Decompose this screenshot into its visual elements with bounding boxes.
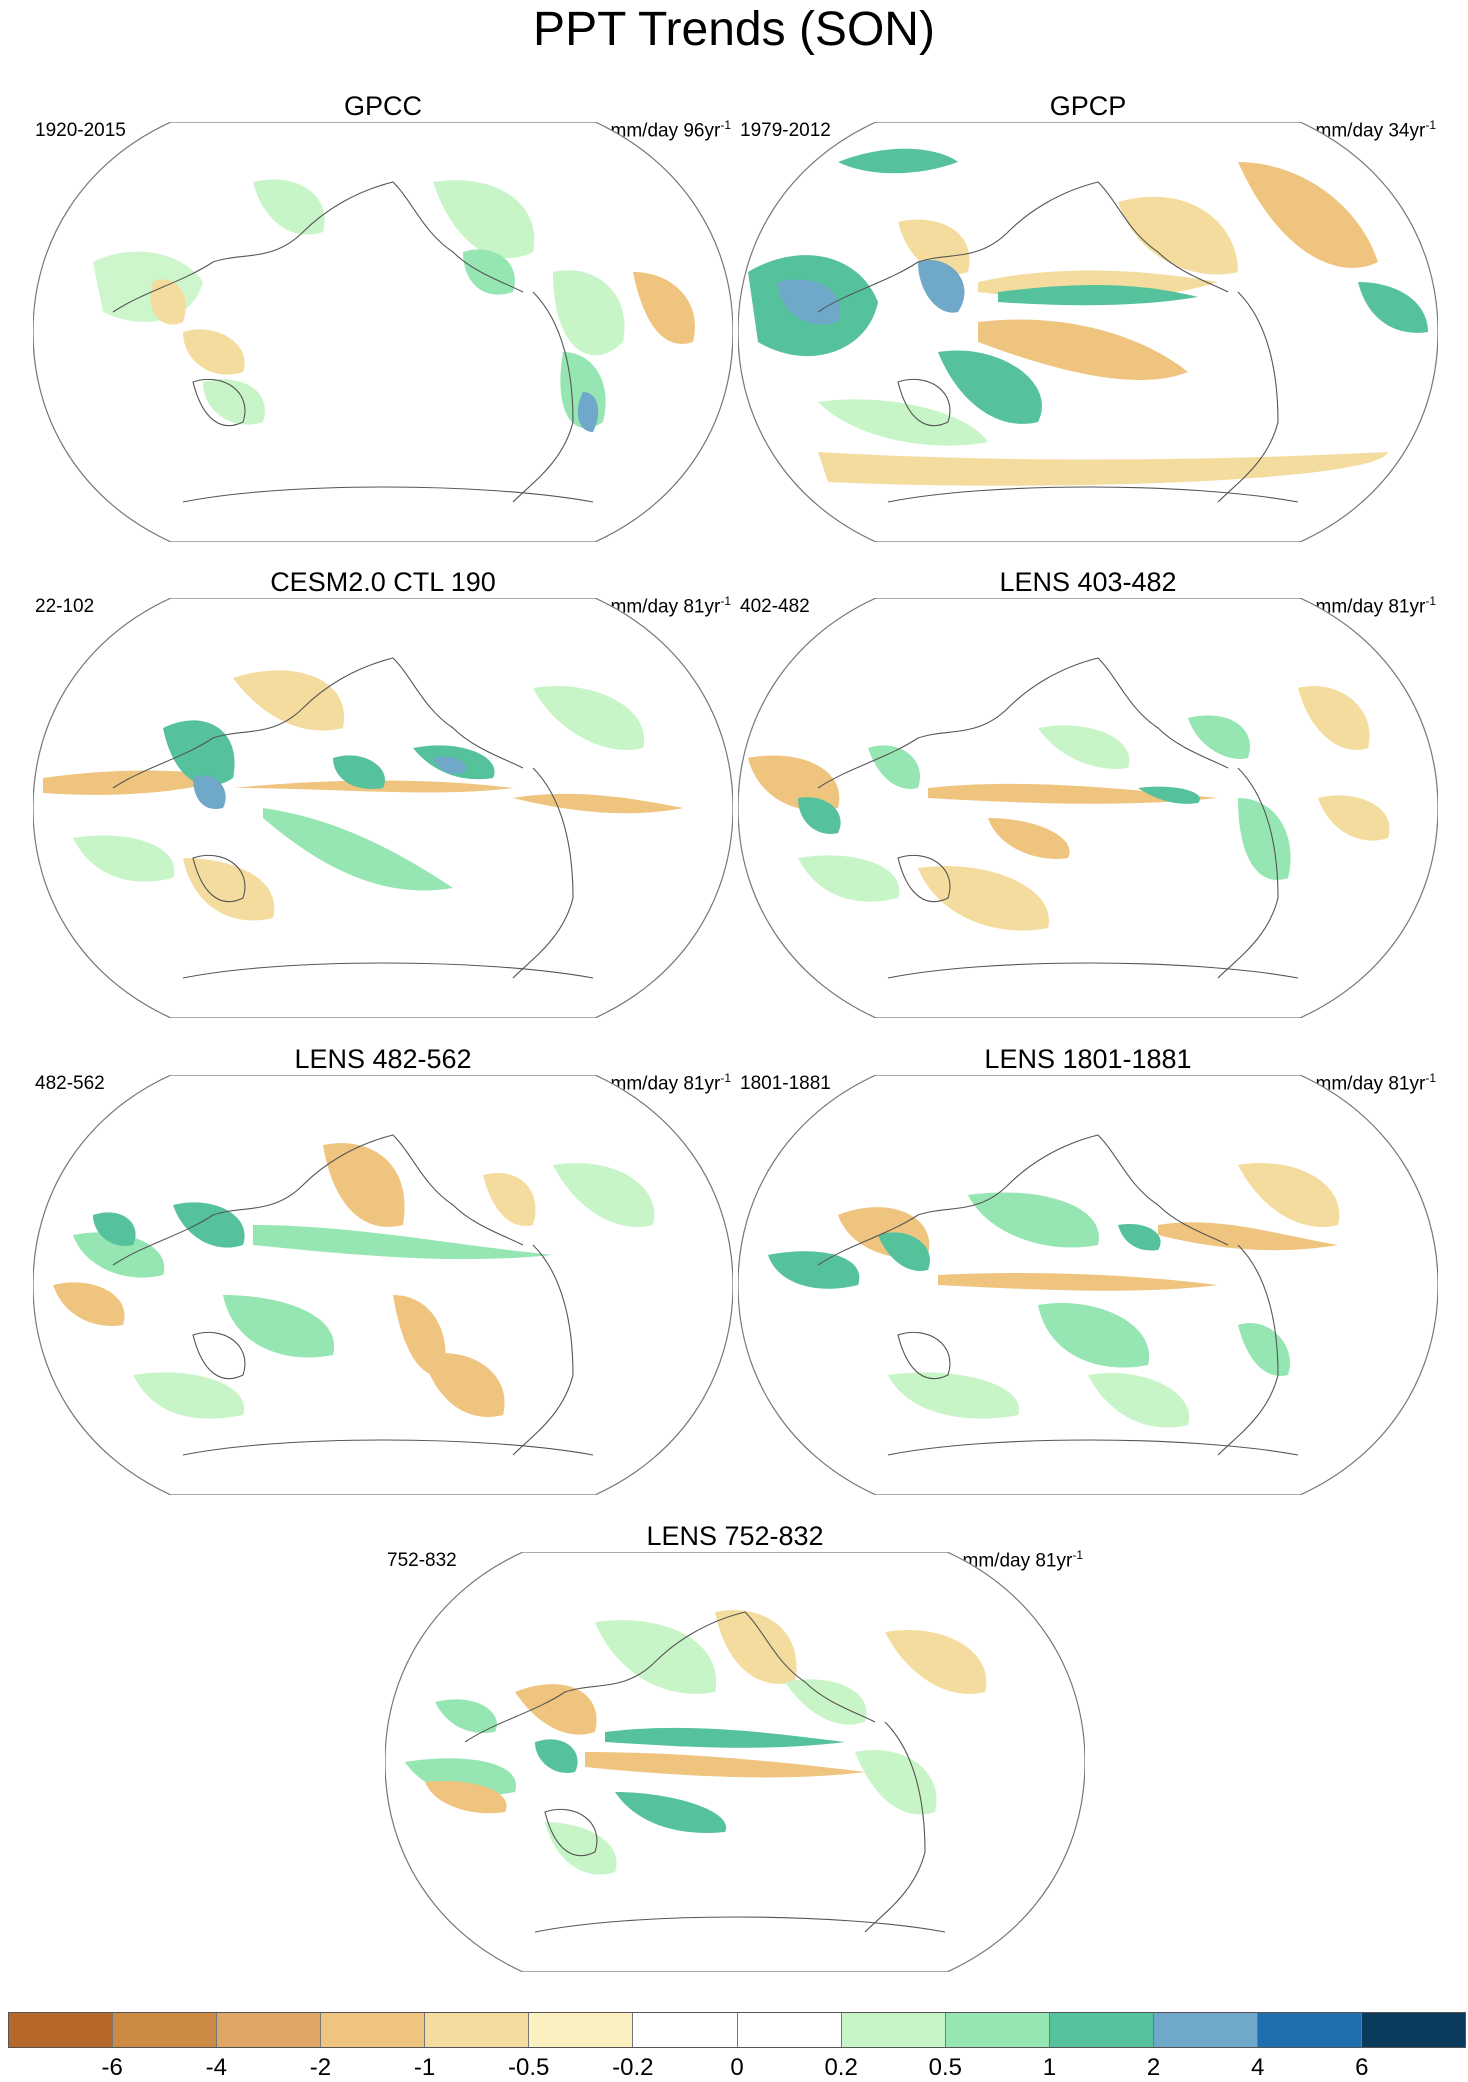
precip-anomaly-patches: [53, 1143, 655, 1419]
coastlines: [112, 657, 594, 979]
world-map: [33, 122, 733, 542]
precip-anomaly-patches: [405, 1610, 987, 1875]
colorbar-swatch: [1153, 2013, 1258, 2047]
map-panel-lens-403-482: LENS 403-482 402-482 mm/day 81yr-1: [738, 567, 1438, 1018]
panel-units: mm/day 81yr-1: [1315, 594, 1436, 618]
panel-title: CESM2.0 CTL 190: [270, 567, 496, 597]
precip-anomaly-patches: [43, 670, 683, 921]
panel-period: 402-482: [740, 596, 810, 617]
colorbar-tick-label: 4: [1251, 2054, 1265, 2081]
colorbar-swatch: [529, 2013, 634, 2047]
colorbar-swatch: [1049, 2013, 1154, 2047]
coastlines: [112, 1134, 594, 1456]
colorbar-swatch: [1257, 2013, 1363, 2047]
colorbar-tick-label: 1: [1042, 2054, 1057, 2081]
panel-units: mm/day 81yr-1: [610, 1071, 731, 1095]
map-panel-gpcc: GPCC 1920-2015 mm/day 96yr-1: [33, 91, 733, 542]
colorbar-tick-label: -1: [413, 2054, 436, 2081]
colorbar-swatch: [1362, 2013, 1466, 2047]
colorbar-swatch: [633, 2013, 738, 2047]
coastlines: [817, 181, 1299, 503]
colorbar-tick-label: 0: [730, 2054, 744, 2081]
colorbar-swatch: [425, 2013, 530, 2047]
coastlines: [112, 181, 594, 503]
panel-period: 482-562: [35, 1073, 105, 1094]
colorbar-swatch: [217, 2013, 322, 2047]
colorbar-swatch: [737, 2013, 842, 2047]
coastlines: [464, 1611, 946, 1933]
panel-period: 22-102: [35, 596, 95, 617]
panel-period: 752-832: [387, 1550, 457, 1571]
world-map: [33, 598, 733, 1018]
colorbar-tick-label: -0.2: [612, 2054, 654, 2081]
colorbar-tick-label: -0.5: [508, 2054, 550, 2081]
precip-anomaly-patches: [748, 686, 1390, 931]
panel-title: LENS 1801-1881: [984, 1044, 1192, 1074]
figure-title: PPT Trends (SON): [533, 3, 935, 56]
panel-units: mm/day 81yr-1: [1315, 1071, 1436, 1095]
panel-period: 1920-2015: [35, 120, 126, 141]
world-map: [33, 1075, 733, 1495]
panel-period: 1801-1881: [740, 1073, 831, 1094]
precip-anomaly-patches: [748, 148, 1428, 486]
colorbar-swatch: [841, 2013, 946, 2047]
world-map: [738, 1075, 1438, 1495]
coastlines: [817, 1134, 1299, 1456]
colorbar-tick-label: -2: [309, 2054, 332, 2081]
colorbar-tick-label: 0.2: [824, 2054, 858, 2081]
panel-units: mm/day 34yr-1: [1315, 118, 1436, 142]
precip-anomaly-patches: [768, 1163, 1340, 1428]
map-panel-lens-1801-1881: LENS 1801-1881 1801-1881 mm/day 81yr-1: [738, 1044, 1438, 1495]
panel-period: 1979-2012: [740, 120, 831, 141]
colorbar-tick-label: 2: [1146, 2054, 1161, 2081]
panel-title: LENS 752-832: [646, 1521, 824, 1551]
colorbar-tick-label: -6: [101, 2054, 123, 2081]
colorbar-swatches: [8, 2012, 1466, 2048]
map-panel-cesm2-ctl-190: CESM2.0 CTL 190 22-102 mm/day 81yr-1: [33, 567, 733, 1018]
panel-title: GPCC: [343, 91, 422, 121]
map-panel-gpcp: GPCP 1979-2012 mm/day 34yr-1: [738, 91, 1438, 542]
colorbar-swatch: [945, 2013, 1050, 2047]
colorbar-tick-label: 6: [1355, 2054, 1369, 2081]
world-map: [738, 122, 1438, 542]
colorbar-tick-label: 0.5: [928, 2054, 962, 2081]
colorbar-swatch: [113, 2013, 218, 2047]
panel-units: mm/day 81yr-1: [610, 594, 731, 618]
colorbar-swatch: [321, 2013, 426, 2047]
panel-units: mm/day 96yr-1: [610, 118, 731, 142]
colorbar-tick-label: -4: [205, 2054, 227, 2081]
world-map: [385, 1552, 1085, 1972]
coastlines: [817, 657, 1299, 979]
world-map: [738, 598, 1438, 1018]
panel-units: mm/day 81yr-1: [962, 1548, 1083, 1572]
map-panel-lens-482-562: LENS 482-562 482-562 mm/day 81yr-1: [33, 1044, 733, 1495]
precip-anomaly-patches: [93, 179, 695, 432]
colorbar: -6 -4 -2 -1 -0.5 -0.2 0 0.2 0.5 1 2 4 6: [8, 2012, 1466, 2081]
map-panel-lens-752-832: LENS 752-832 752-832 mm/day 81yr-1: [385, 1521, 1085, 1972]
panel-title: LENS 403-482: [999, 567, 1177, 597]
colorbar-swatch: [9, 2013, 114, 2047]
panel-title: LENS 482-562: [294, 1044, 472, 1074]
panel-title: GPCP: [1049, 91, 1127, 121]
